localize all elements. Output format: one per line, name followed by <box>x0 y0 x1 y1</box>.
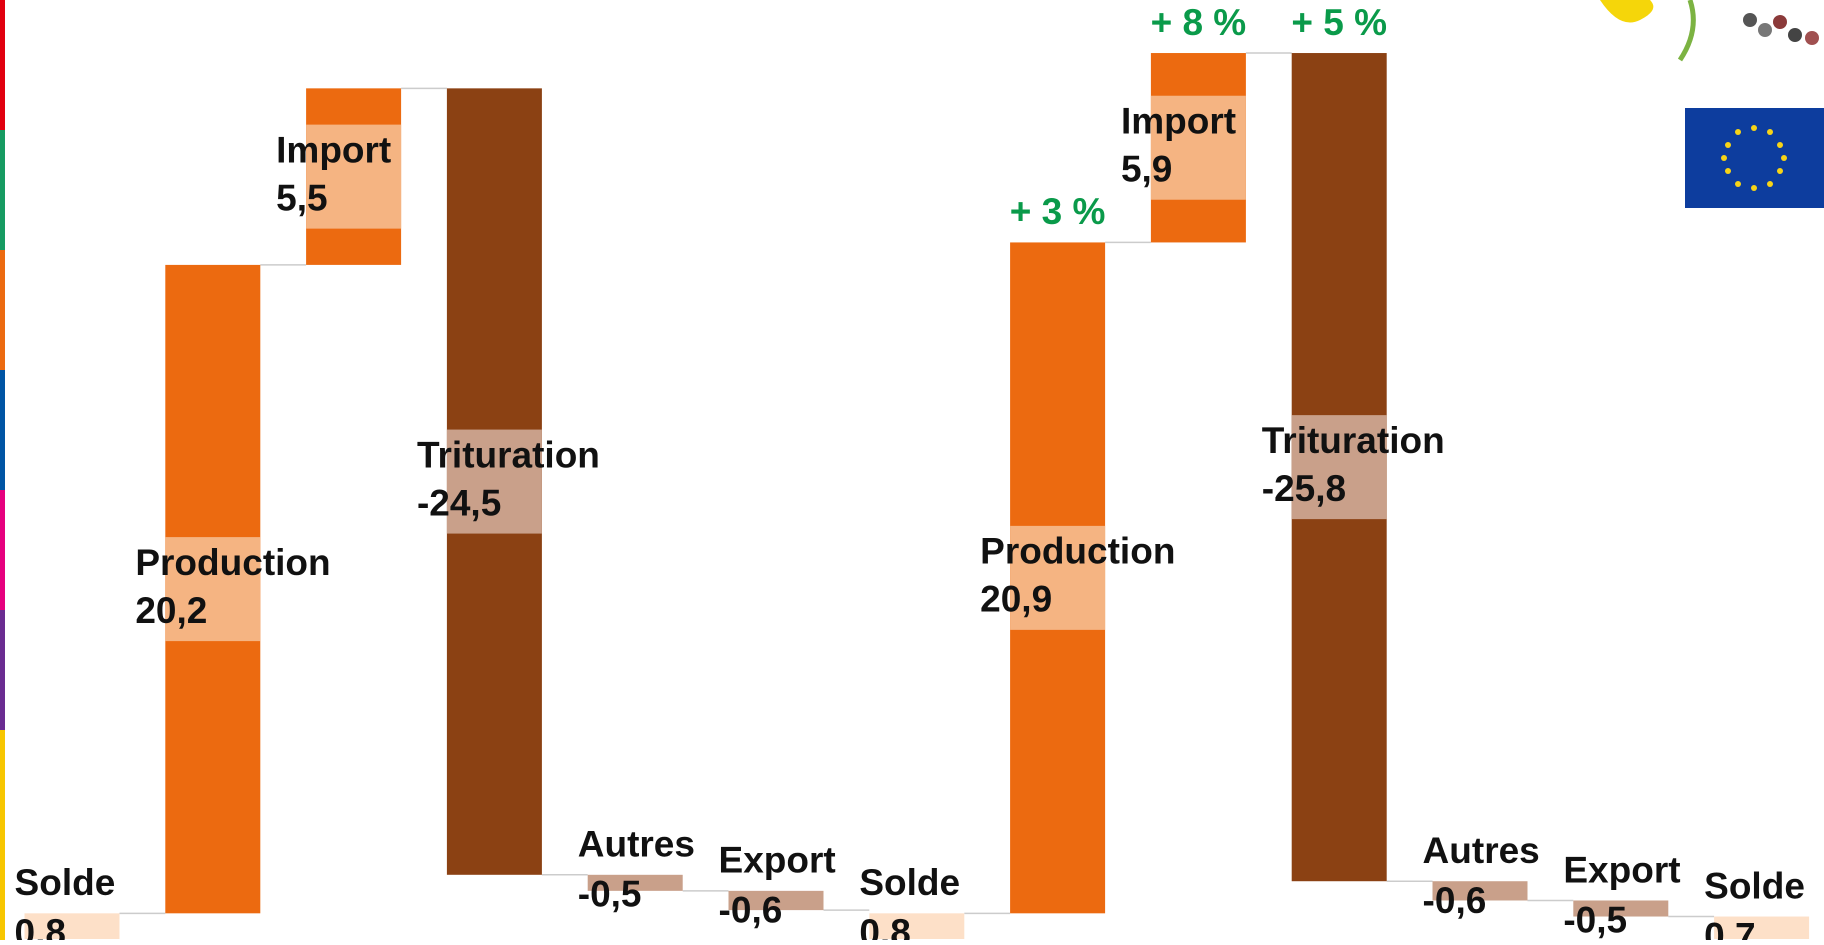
value-label: -0,6 <box>719 890 783 931</box>
value-label: -25,8 <box>1262 468 1346 509</box>
category-label: Solde <box>1704 865 1805 906</box>
value-label: 20,2 <box>135 590 207 631</box>
category-label: Autres <box>1423 830 1540 871</box>
label-band <box>306 124 402 229</box>
label-band <box>165 537 261 642</box>
value-label: 5,9 <box>1121 149 1172 190</box>
label-band <box>1291 415 1387 520</box>
bar <box>1573 900 1669 917</box>
category-label: Export <box>1563 849 1680 890</box>
value-label: 5,5 <box>276 177 327 218</box>
category-label: Production <box>980 531 1175 572</box>
bar <box>1714 916 1810 939</box>
label-band <box>446 429 542 534</box>
value-label: -0,6 <box>1423 880 1487 921</box>
value-label: 0,8 <box>15 912 66 940</box>
bar <box>728 890 824 911</box>
change-label: + 5 % <box>1291 2 1387 43</box>
bar <box>24 913 120 939</box>
change-label: + 8 % <box>1151 2 1247 43</box>
category-label: Export <box>719 840 836 881</box>
value-label: -24,5 <box>417 482 501 523</box>
category-label: Solde <box>859 862 960 903</box>
category-label: Trituration <box>417 434 600 475</box>
category-label: Production <box>135 542 330 583</box>
category-label: Solde <box>15 862 116 903</box>
side-stripes <box>0 0 5 940</box>
value-label: -0,5 <box>1563 899 1627 940</box>
category-label: Autres <box>578 824 695 865</box>
value-label: 20,9 <box>980 579 1052 620</box>
value-label: 0,7 <box>1704 915 1755 940</box>
category-label: Import <box>276 129 391 170</box>
value-label: -0,5 <box>578 874 642 915</box>
label-band <box>1010 525 1106 630</box>
value-label: 0,8 <box>859 912 910 940</box>
label-band <box>1150 95 1246 200</box>
category-label: Import <box>1121 101 1236 142</box>
bar <box>1432 881 1528 901</box>
category-label: Trituration <box>1262 420 1445 461</box>
change-label: + 3 % <box>1010 191 1106 232</box>
bar <box>587 874 683 891</box>
decoration <box>1600 0 1824 208</box>
bar <box>869 913 965 939</box>
